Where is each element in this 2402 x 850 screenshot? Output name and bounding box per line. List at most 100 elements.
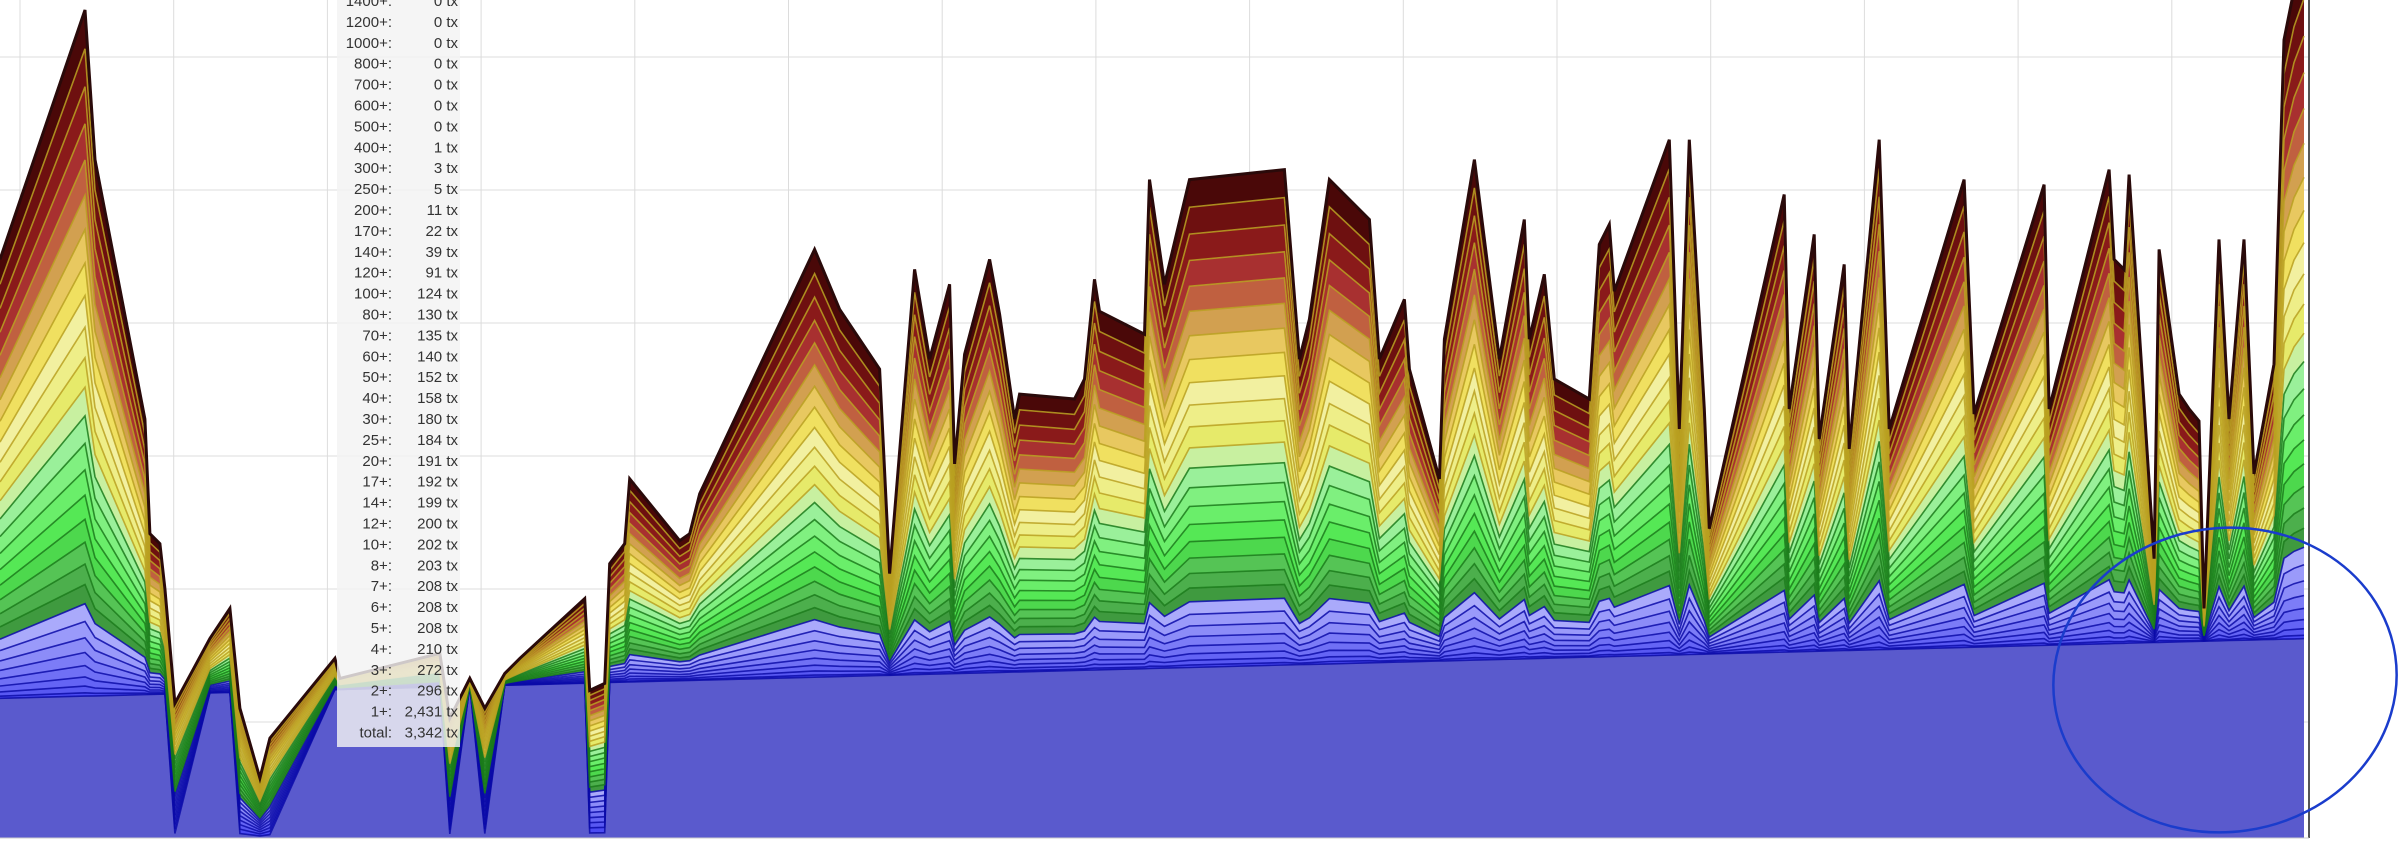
tooltip-row: total: 3,342 tx <box>359 725 458 742</box>
tooltip-row-label: 10+: <box>362 536 392 553</box>
tooltip-row: 7+: 208 tx <box>371 578 459 595</box>
tooltip-row-label: 70+: <box>362 327 392 344</box>
tooltip-row-label: 14+: <box>362 495 392 512</box>
tooltip-row-value: 0 tx <box>434 118 459 135</box>
tooltip-row-label: 12+: <box>362 516 392 533</box>
tooltip-row-value: 208 tx <box>417 599 458 616</box>
tooltip-row-value: 272 tx <box>417 662 458 679</box>
tooltip-row: 8+: 203 tx <box>371 557 459 574</box>
tooltip-row-value: 3 tx <box>434 160 459 177</box>
band-boundary-lines <box>0 0 2305 837</box>
tooltip-row-label: 4+: <box>371 641 392 658</box>
tooltip-row-value: 0 tx <box>434 56 459 73</box>
tooltip-row-label: 1000+: <box>346 35 392 52</box>
tooltip-row-label: 500+: <box>354 118 392 135</box>
band-line-200+ <box>0 108 2305 790</box>
tooltip-row: 30+: 180 tx <box>362 411 458 428</box>
tooltip-row-label: 7+: <box>371 578 392 595</box>
band-line-140+ <box>0 176 2305 793</box>
tooltip-row-label: 1400+: <box>346 0 392 10</box>
tooltip-row-value: 11 tx <box>427 202 459 219</box>
tooltip-row-value: 22 tx <box>425 223 458 240</box>
area-band-140+ <box>0 143 2304 791</box>
tooltip-row-value: 152 tx <box>417 369 458 386</box>
tooltip-row-label: 6+: <box>371 599 392 616</box>
band-line-170+ <box>0 142 2305 792</box>
tooltip-row: 3+: 272 tx <box>371 662 459 679</box>
tooltip-row-label: 1200+: <box>346 14 392 31</box>
tooltip-row: 17+: 192 tx <box>362 474 458 491</box>
annotation-circle <box>2052 526 2398 834</box>
tooltip-row-value: 124 tx <box>417 286 458 303</box>
tooltip-row-label: 8+: <box>371 557 392 574</box>
tooltip-row: 600+: 0 tx <box>354 98 458 115</box>
tooltip-row: 80+: 130 tx <box>362 307 458 324</box>
tooltip-row-value: 208 tx <box>417 620 458 637</box>
tooltip-row: 140+: 39 tx <box>354 244 458 261</box>
tooltip-row-value: 158 tx <box>417 390 458 407</box>
tooltip-row-value: 2,431 tx <box>405 704 459 721</box>
band-line-250+ <box>0 72 2305 788</box>
tooltip-row-value: 296 tx <box>417 683 458 700</box>
tooltip-row: 1400+: 0 tx <box>346 0 459 10</box>
tooltip-row: 5+: 208 tx <box>371 620 459 637</box>
tooltip-row-label: 2+: <box>371 683 392 700</box>
tooltip-row-value: 91 tx <box>425 265 458 282</box>
tooltip-row-label: total: <box>359 725 392 742</box>
tooltip-row: 700+: 0 tx <box>354 77 458 94</box>
tooltip-row-value: 130 tx <box>417 307 458 324</box>
tooltip-row-value: 203 tx <box>417 557 458 574</box>
tooltip-row-label: 20+: <box>362 453 392 470</box>
tooltip-row-value: 192 tx <box>417 474 458 491</box>
tooltip-row-label: 5+: <box>371 620 392 637</box>
tooltip-row-label: 700+: <box>354 77 392 94</box>
tooltip-row-value: 135 tx <box>417 327 458 344</box>
tooltip-row-label: 250+: <box>354 181 392 198</box>
tooltip-row-label: 400+: <box>354 139 392 156</box>
tooltip-row: 800+: 0 tx <box>354 56 458 73</box>
tooltip-row: 2+: 296 tx <box>371 683 459 700</box>
area-band-base <box>0 638 2304 838</box>
tooltip-row-value: 199 tx <box>417 495 458 512</box>
tooltip-row: 400+: 1 tx <box>354 139 458 156</box>
tooltip-row: 1000+: 0 tx <box>346 35 459 52</box>
tooltip-row-label: 80+: <box>362 307 392 324</box>
tooltip-row-label: 140+: <box>354 244 392 261</box>
tooltip-row: 60+: 140 tx <box>362 348 458 365</box>
tooltip-row: 4+: 210 tx <box>371 641 459 658</box>
tooltip-row-value: 1 tx <box>434 139 459 156</box>
tooltip-row: 12+: 200 tx <box>362 516 458 533</box>
tooltip-row-label: 60+: <box>362 348 392 365</box>
tooltip-row-value: 202 tx <box>417 536 458 553</box>
area-band-6+ <box>0 580 2304 826</box>
tooltip-row-label: 1+: <box>371 704 392 721</box>
tooltip-row: 170+: 22 tx <box>354 223 458 240</box>
tooltip-row-label: 800+: <box>354 56 392 73</box>
band-line-300+ <box>0 35 2305 786</box>
tooltip-row: 250+: 5 tx <box>354 181 458 198</box>
tooltip-row-label: 50+: <box>362 369 392 386</box>
tooltip-row: 500+: 0 tx <box>354 118 458 135</box>
tooltip-row-value: 39 tx <box>425 244 458 261</box>
area-band-5+ <box>0 595 2304 828</box>
tooltip-row-label: 120+: <box>354 265 392 282</box>
tooltip-row: 6+: 208 tx <box>371 599 459 616</box>
tooltip-row-label: 200+: <box>354 202 392 219</box>
tooltip-row-label: 100+: <box>354 286 392 303</box>
top-outline-line <box>0 0 2294 784</box>
tooltip-row-value: 0 tx <box>434 0 459 10</box>
tooltip-row: 10+: 202 tx <box>362 536 458 553</box>
tooltip-row-value: 0 tx <box>434 35 459 52</box>
tooltip-row-label: 170+: <box>354 223 392 240</box>
tooltip-row-label: 40+: <box>362 390 392 407</box>
tooltip-row: 25+: 184 tx <box>362 432 458 449</box>
tooltip-row-value: 208 tx <box>417 578 458 595</box>
tooltip-row: 70+: 135 tx <box>362 327 458 344</box>
tooltip-row-value: 210 tx <box>417 641 458 658</box>
tooltip-row-label: 25+: <box>362 432 392 449</box>
tooltip-row: 1+: 2,431 tx <box>371 704 459 721</box>
tooltip-row-value: 3,342 tx <box>405 725 459 742</box>
tooltip-row-value: 140 tx <box>417 348 458 365</box>
tooltip-row-label: 30+: <box>362 411 392 428</box>
